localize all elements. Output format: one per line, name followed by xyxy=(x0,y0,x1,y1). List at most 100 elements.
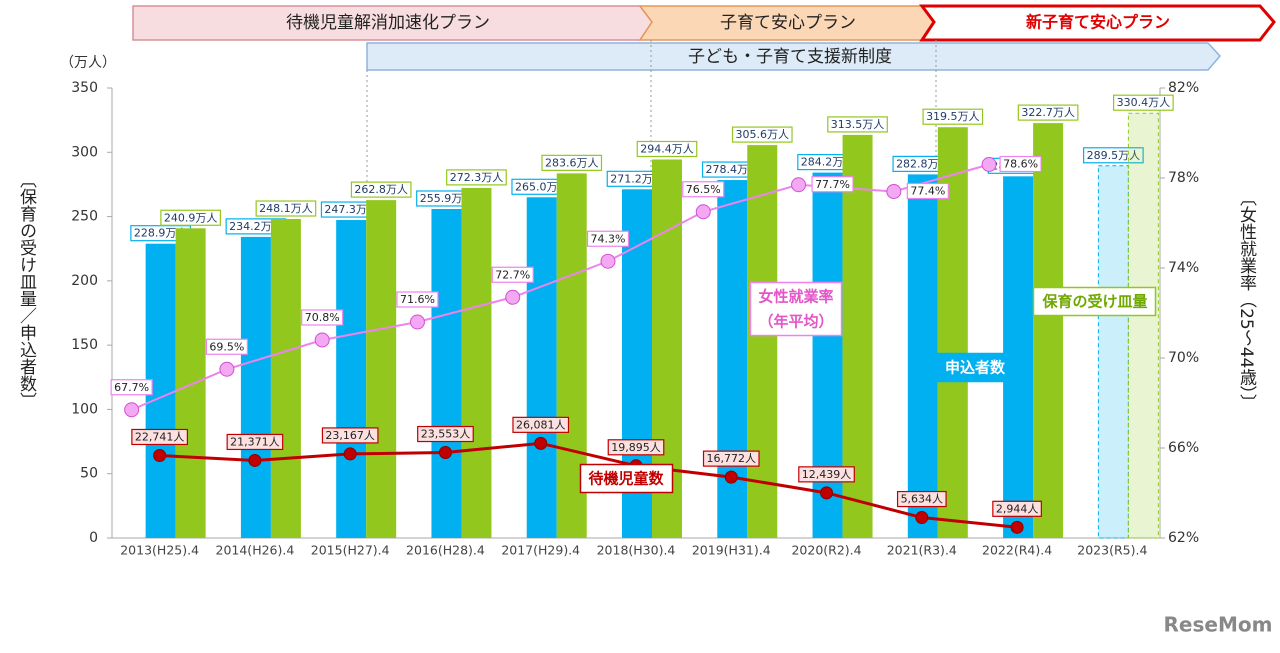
y-tick-label: 200 xyxy=(71,273,98,289)
data-label-box xyxy=(682,181,725,198)
data-label-text: 22,741人 xyxy=(135,430,185,443)
banner-label: 子育て安心プラン xyxy=(720,13,856,33)
data-label: 19,895人 xyxy=(607,439,665,456)
data-label: 12,439人 xyxy=(798,466,855,483)
data-label: 282.8万人 xyxy=(892,155,954,172)
y2-tick-label: 70% xyxy=(1168,350,1199,366)
data-label-text: 283.6万人 xyxy=(545,156,599,169)
bar xyxy=(717,180,748,539)
bar xyxy=(336,220,367,539)
line-marker xyxy=(409,314,425,330)
line-marker xyxy=(438,446,452,460)
data-label-text: 282.8万人 xyxy=(896,157,950,170)
data-label: 255.9万人 xyxy=(416,190,477,207)
data-label-text: 67.7% xyxy=(114,381,149,394)
data-label-text: 284.2万人 xyxy=(801,156,855,169)
legend-label: 女性就業率 xyxy=(758,288,833,306)
y-tick-label: 250 xyxy=(71,209,98,225)
line-marker xyxy=(820,486,834,500)
data-label-box xyxy=(1017,104,1079,121)
data-label-text: 262.8万人 xyxy=(354,183,408,196)
bar xyxy=(270,219,301,538)
legend-entry: 保育の受け皿量 xyxy=(1041,293,1147,311)
data-label-box xyxy=(731,126,793,143)
data-label: 313.5万人 xyxy=(827,116,888,133)
data-label-box xyxy=(396,291,439,308)
data-label-box xyxy=(1113,94,1174,111)
data-label-text: 305.6万人 xyxy=(736,128,790,141)
data-label: 278.4万人 xyxy=(701,161,763,178)
data-label-text: 294.4万人 xyxy=(640,142,694,155)
data-label-text: 271.2万人 xyxy=(610,172,664,185)
data-label: 322.7万人 xyxy=(1017,104,1079,121)
legend-label: 申込者数 xyxy=(945,359,1006,377)
line-marker xyxy=(600,253,616,269)
data-label-box xyxy=(160,209,221,226)
data-label-box xyxy=(702,450,760,467)
data-label: 21,371人 xyxy=(226,433,284,451)
data-label: 77.4% xyxy=(906,182,949,200)
line-marker xyxy=(505,289,521,305)
legend-entry: 申込者数 xyxy=(945,359,1006,377)
data-label-text: 265.0万人 xyxy=(515,180,569,193)
legend-label: （年平均） xyxy=(758,313,833,331)
bar xyxy=(907,174,938,538)
line-marker xyxy=(886,184,902,199)
bar xyxy=(175,228,206,538)
data-label: 2,944人 xyxy=(992,500,1042,517)
data-label: 271.2万人 xyxy=(606,170,668,187)
data-label: 294.4万人 xyxy=(636,140,698,158)
data-label-box xyxy=(446,169,507,186)
data-label-text: 26,081人 xyxy=(516,418,566,431)
data-label: 284.2万人 xyxy=(797,154,858,171)
data-label-box xyxy=(321,427,379,444)
y2-tick-label: 62% xyxy=(1168,530,1199,546)
line-marker xyxy=(981,157,997,172)
data-label: 234.2万人 xyxy=(225,218,287,235)
y2-axis-title: 〔女性就業率（25～44歳）〕 xyxy=(1236,189,1257,411)
data-label-text: 278.4万人 xyxy=(706,163,760,176)
data-label: 67.7% xyxy=(110,379,153,396)
data-label: 330.4万人 xyxy=(1113,94,1174,111)
data-label: 265.0万人 xyxy=(511,178,573,195)
data-label-text: 289.5万人 xyxy=(1087,149,1141,162)
data-label: 23,553人 xyxy=(417,425,474,443)
data-label-box xyxy=(255,200,317,217)
data-label-box xyxy=(541,154,603,171)
data-label-box xyxy=(798,466,855,483)
line-marker xyxy=(314,332,330,348)
bar xyxy=(526,197,557,539)
y-tick-label: 100 xyxy=(71,401,98,417)
data-label: 319.5万人 xyxy=(922,108,984,125)
line-marker xyxy=(724,470,738,484)
data-label-text: 69.5% xyxy=(209,340,244,353)
x-tick-label: 2016(H28).4 xyxy=(406,543,485,558)
legend-entry: 女性就業率 xyxy=(758,288,833,306)
data-label-text: 313.5万人 xyxy=(831,118,885,131)
data-label-box xyxy=(417,425,474,443)
data-label-text: 72.7% xyxy=(495,268,530,281)
logo: ReseMom xyxy=(1164,613,1273,637)
data-label-text: 23,167人 xyxy=(325,429,375,442)
x-tick-label: 2021(R3).4 xyxy=(887,543,957,558)
data-label-text: 71.6% xyxy=(400,293,435,306)
y-tick-label: 300 xyxy=(71,144,98,160)
x-tick-label: 2013(H25).4 xyxy=(120,543,199,558)
legend-box xyxy=(579,463,674,494)
data-label: 71.6% xyxy=(396,291,439,308)
data-label-text: 240.9万人 xyxy=(164,211,218,224)
banner-shape xyxy=(919,4,1276,42)
data-label-text: 23,553人 xyxy=(421,428,471,441)
line-marker xyxy=(153,448,167,462)
data-label-box xyxy=(827,116,888,133)
x-tick-label: 2018(H30).4 xyxy=(597,543,676,558)
data-label-text: 255.9万人 xyxy=(420,192,474,205)
data-label-box xyxy=(226,433,284,451)
y-unit: （万人） xyxy=(60,55,116,71)
x-tick-label: 2017(H29).4 xyxy=(501,543,580,558)
data-label-text: 76.5% xyxy=(686,183,721,196)
legend-label: 待機児童数 xyxy=(588,470,664,488)
y2-tick-label: 78% xyxy=(1168,170,1199,186)
banner-label: 待機児童解消加速化プラン xyxy=(286,13,490,33)
data-label-text: 319.5万人 xyxy=(926,110,980,123)
